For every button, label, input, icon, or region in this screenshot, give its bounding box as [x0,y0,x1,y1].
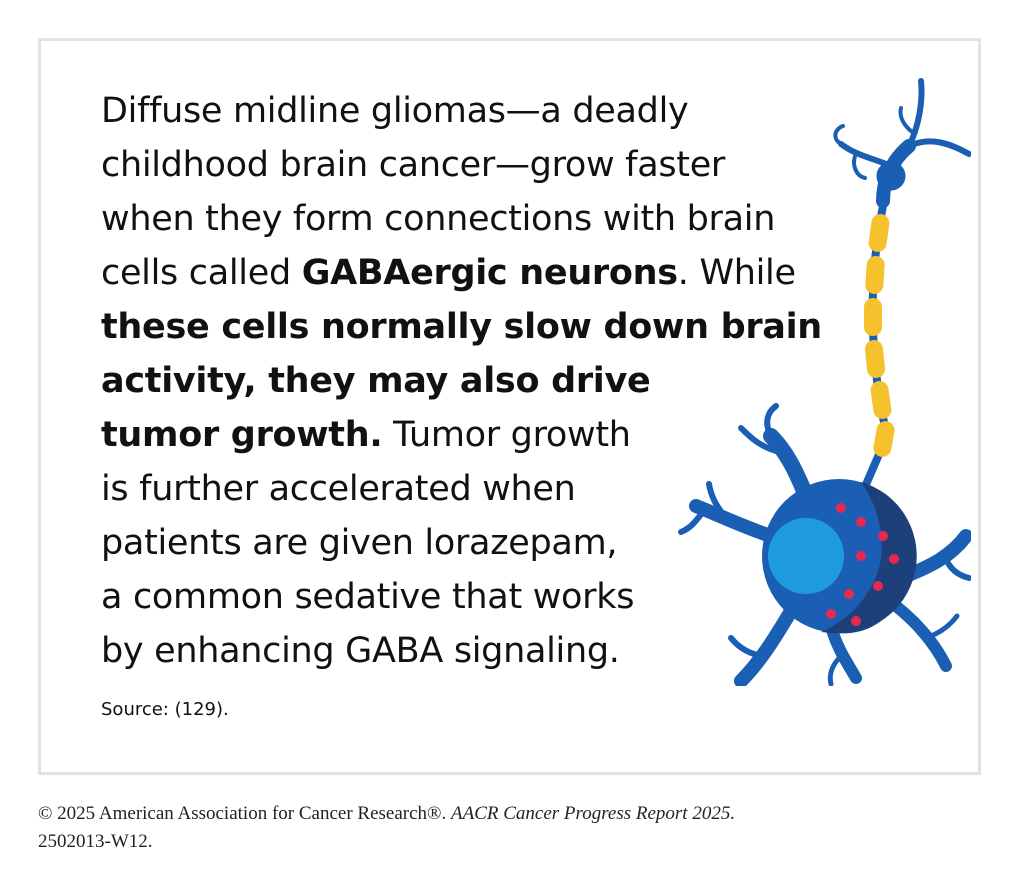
body-line: activity, they may also drive [101,354,821,408]
myelin-segments [864,214,895,457]
body-text-segment: cells called [101,253,302,293]
bold-term: GABAergic neurons [301,253,678,293]
bold-statement: these cells normally slow down brain [101,307,822,347]
footer-credit: © 2025 American Association for Cancer R… [38,800,981,856]
neuron-illustration [678,78,971,686]
top-dendrite [833,78,971,208]
copyright-text: © 2025 American Association for Cancer R… [38,803,451,824]
soma [762,479,917,634]
body-line: tumor growth. Tumor growth [101,408,821,462]
body-text-segment: . While [677,253,796,293]
nucleus [768,518,844,594]
body-line: patients are given lorazepam, [101,523,618,563]
body-line: cells called GABAergic neurons. While [101,246,821,300]
vesicles [826,503,899,626]
body-line: childhood brain cancer—grow faster [101,145,726,185]
body-text-segment: Tumor growth [382,415,631,455]
bold-statement: tumor growth. [101,415,383,455]
bold-statement: activity, they may also drive [101,361,651,401]
body-line: a common sedative that works [101,577,635,617]
body-line: when they form connections with brain [101,199,776,239]
infographic-card: Diffuse midline gliomas—a deadly childho… [38,38,981,775]
figure-code: 2502013-W12. [38,831,153,852]
body-line: is further accelerated when [101,469,576,509]
report-title: AACR Cancer Progress Report 2025. [450,803,736,824]
axon [857,205,895,498]
source-citation: Source: (129). [101,699,229,720]
body-line: Diffuse midline gliomas—a deadly [101,91,689,131]
body-line: by enhancing GABA signaling. [101,631,620,671]
body-line: these cells normally slow down brain [101,300,822,354]
body-text: Diffuse midline gliomas—a deadly childho… [101,84,822,678]
